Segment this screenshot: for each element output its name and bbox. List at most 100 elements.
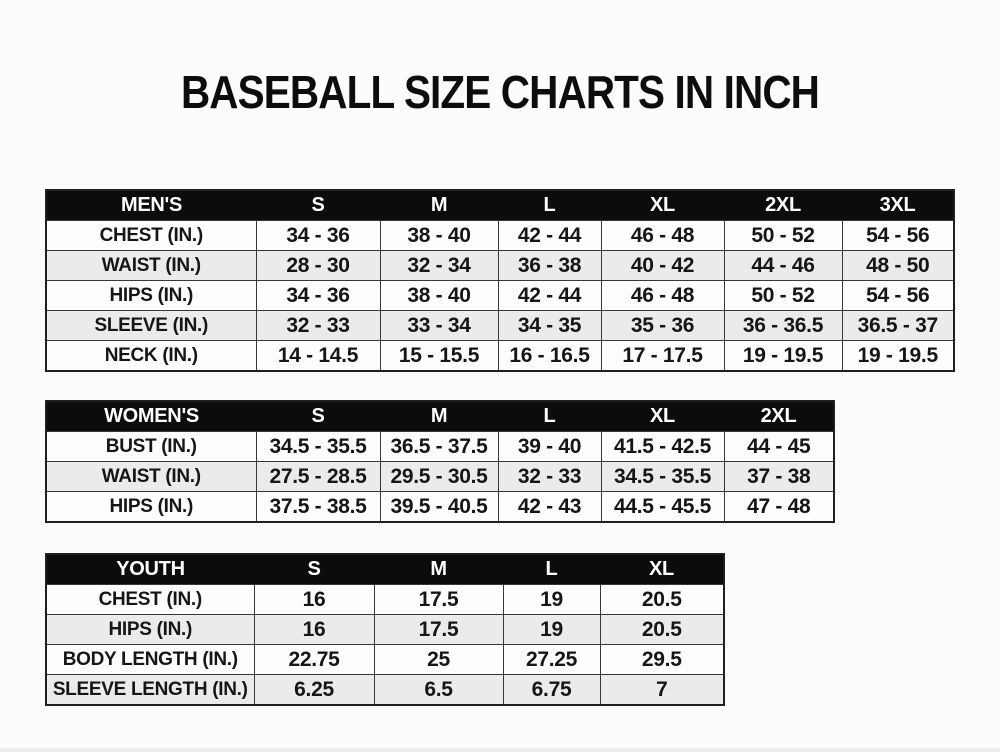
womens-header-row: WOMEN'S S M L XL 2XL xyxy=(46,401,834,432)
mens-header-cell: M xyxy=(380,190,498,221)
mens-header-cell: S xyxy=(256,190,380,221)
table-row: HIPS (IN.) 16 17.5 19 20.5 xyxy=(45,614,725,645)
mens-value-cell: 28 - 30 xyxy=(255,250,381,281)
mens-value-cell: 36 - 38 xyxy=(497,250,602,281)
mens-value-cell: 32 - 34 xyxy=(379,250,499,281)
mens-value-cell: 54 - 56 xyxy=(841,280,955,311)
mens-header-cell: L xyxy=(498,190,601,221)
mens-value-cell: 14 - 14.5 xyxy=(255,340,381,372)
womens-value-cell: 29.5 - 30.5 xyxy=(379,461,499,492)
mens-header-cell: 3XL xyxy=(842,190,954,221)
youth-value-cell: 17.5 xyxy=(373,584,504,615)
page-title: BASEBALL SIZE CHARTS IN INCH xyxy=(180,66,820,118)
youth-row-label: BODY LENGTH (IN.) xyxy=(45,644,255,675)
table-row: HIPS (IN.) 37.5 - 38.5 39.5 - 40.5 42 - 43 4… xyxy=(45,491,835,523)
mens-header-row: MEN'S S M L XL 2XL 3XL xyxy=(46,190,954,221)
womens-value-cell: 32 - 33 xyxy=(497,461,602,492)
mens-row-label: WAIST (IN.) xyxy=(45,250,257,281)
youth-header-row: YOUTH S M L XL xyxy=(46,554,724,585)
table-row: CHEST (IN.) 16 17.5 19 20.5 xyxy=(45,584,725,615)
womens-value-cell: 34.5 - 35.5 xyxy=(600,461,725,492)
table-row: SLEEVE LENGTH (IN.) 6.25 6.5 6.75 7 xyxy=(45,674,725,706)
scan-artifact-bottom xyxy=(0,748,1000,752)
youth-value-cell: 17.5 xyxy=(373,614,504,645)
mens-value-cell: 34 - 36 xyxy=(255,280,381,311)
womens-header-cell: WOMEN'S xyxy=(46,401,256,432)
youth-header-cell: M xyxy=(374,554,503,585)
womens-value-cell: 34.5 - 35.5 xyxy=(255,431,381,462)
mens-value-cell: 54 - 56 xyxy=(841,220,955,251)
youth-value-cell: 6.75 xyxy=(502,674,601,706)
mens-row-label: NECK (IN.) xyxy=(45,340,257,372)
womens-value-cell: 36.5 - 37.5 xyxy=(379,431,499,462)
mens-value-cell: 34 - 35 xyxy=(497,310,602,341)
table-row: HIPS (IN.) 34 - 36 38 - 40 42 - 44 46 - 48 50… xyxy=(45,280,955,311)
womens-value-cell: 39.5 - 40.5 xyxy=(379,491,499,523)
mens-header-cell: 2XL xyxy=(724,190,842,221)
youth-value-cell: 20.5 xyxy=(599,614,725,645)
womens-row-label: HIPS (IN.) xyxy=(45,491,257,523)
mens-value-cell: 36.5 - 37 xyxy=(841,310,955,341)
table-row: WAIST (IN.) 28 - 30 32 - 34 36 - 38 40 - 42 4… xyxy=(45,250,955,281)
mens-header-cell: MEN'S xyxy=(46,190,256,221)
mens-value-cell: 36 - 36.5 xyxy=(723,310,843,341)
mens-row-label: HIPS (IN.) xyxy=(45,280,257,311)
youth-row-label: CHEST (IN.) xyxy=(45,584,255,615)
mens-value-cell: 46 - 48 xyxy=(600,220,725,251)
mens-value-cell: 44 - 46 xyxy=(723,250,843,281)
mens-value-cell: 19 - 19.5 xyxy=(841,340,955,372)
mens-value-cell: 40 - 42 xyxy=(600,250,725,281)
mens-value-cell: 15 - 15.5 xyxy=(379,340,499,372)
mens-value-cell: 19 - 19.5 xyxy=(723,340,843,372)
womens-header-cell: 2XL xyxy=(724,401,834,432)
youth-value-cell: 19 xyxy=(502,584,601,615)
womens-value-cell: 44.5 - 45.5 xyxy=(600,491,725,523)
table-row: BUST (IN.) 34.5 - 35.5 36.5 - 37.5 39 - 40 4… xyxy=(45,431,835,462)
womens-row-label: WAIST (IN.) xyxy=(45,461,257,492)
womens-row-label: BUST (IN.) xyxy=(45,431,257,462)
mens-value-cell: 17 - 17.5 xyxy=(600,340,725,372)
youth-header-cell: XL xyxy=(600,554,724,585)
womens-value-cell: 39 - 40 xyxy=(497,431,602,462)
womens-value-cell: 37 - 38 xyxy=(723,461,835,492)
mens-value-cell: 50 - 52 xyxy=(723,280,843,311)
womens-header-cell: M xyxy=(380,401,498,432)
youth-row-label: HIPS (IN.) xyxy=(45,614,255,645)
youth-header-cell: YOUTH xyxy=(46,554,254,585)
mens-value-cell: 42 - 44 xyxy=(497,280,602,311)
mens-value-cell: 35 - 36 xyxy=(600,310,725,341)
table-row: SLEEVE (IN.) 32 - 33 33 - 34 34 - 35 35 - 36… xyxy=(45,310,955,341)
womens-value-cell: 47 - 48 xyxy=(723,491,835,523)
youth-value-cell: 7 xyxy=(599,674,725,706)
mens-size-table: MEN'S S M L XL 2XL 3XL CHEST (IN.) 34 - 36 38 - 4… xyxy=(45,189,955,372)
youth-value-cell: 19 xyxy=(502,614,601,645)
womens-value-cell: 37.5 - 38.5 xyxy=(255,491,381,523)
mens-value-cell: 48 - 50 xyxy=(841,250,955,281)
table-row: NECK (IN.) 14 - 14.5 15 - 15.5 16 - 16.5 17 … xyxy=(45,340,955,372)
womens-value-cell: 27.5 - 28.5 xyxy=(255,461,381,492)
table-row: BODY LENGTH (IN.) 22.75 25 27.25 29.5 xyxy=(45,644,725,675)
youth-value-cell: 25 xyxy=(373,644,504,675)
womens-header-cell: XL xyxy=(601,401,724,432)
womens-value-cell: 44 - 45 xyxy=(723,431,835,462)
youth-value-cell: 16 xyxy=(253,614,375,645)
womens-value-cell: 42 - 43 xyxy=(497,491,602,523)
mens-value-cell: 46 - 48 xyxy=(600,280,725,311)
mens-value-cell: 42 - 44 xyxy=(497,220,602,251)
mens-value-cell: 38 - 40 xyxy=(379,220,499,251)
youth-row-label: SLEEVE LENGTH (IN.) xyxy=(45,674,255,706)
youth-value-cell: 27.25 xyxy=(502,644,601,675)
mens-row-label: CHEST (IN.) xyxy=(45,220,257,251)
table-row: CHEST (IN.) 34 - 36 38 - 40 42 - 44 46 - 48 5… xyxy=(45,220,955,251)
womens-value-cell: 41.5 - 42.5 xyxy=(600,431,725,462)
mens-row-label: SLEEVE (IN.) xyxy=(45,310,257,341)
youth-value-cell: 16 xyxy=(253,584,375,615)
mens-value-cell: 32 - 33 xyxy=(255,310,381,341)
table-row: WAIST (IN.) 27.5 - 28.5 29.5 - 30.5 32 - 33… xyxy=(45,461,835,492)
mens-value-cell: 50 - 52 xyxy=(723,220,843,251)
mens-header-cell: XL xyxy=(601,190,724,221)
mens-value-cell: 34 - 36 xyxy=(255,220,381,251)
youth-value-cell: 29.5 xyxy=(599,644,725,675)
mens-value-cell: 38 - 40 xyxy=(379,280,499,311)
youth-size-table: YOUTH S M L XL CHEST (IN.) 16 17.5 19 20.5 HIPS (I… xyxy=(45,553,725,706)
